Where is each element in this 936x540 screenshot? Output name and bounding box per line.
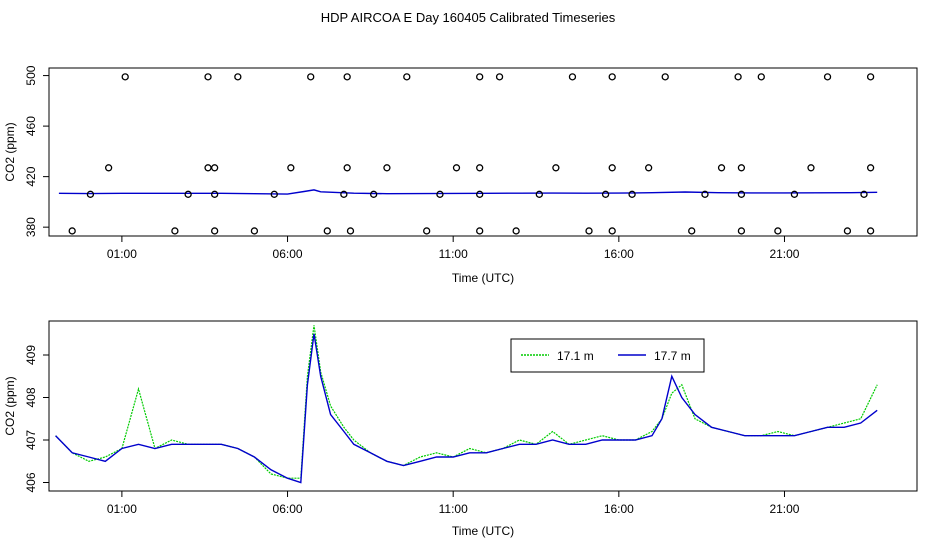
calibration-point [644,164,653,172]
calibration-point [403,73,411,81]
y-tick-label: 409 [24,345,38,365]
calibration-point [323,227,331,235]
calibration-point [68,227,76,235]
calibration-point [512,227,520,235]
calibration-point [104,164,113,172]
calibration-point [307,73,315,81]
calibration-point [343,164,351,172]
calibration-point [843,227,852,235]
x-tick-label: 06:00 [273,247,303,261]
calibration-point [535,190,543,198]
calibration-point [585,227,593,235]
y-tick-label: 420 [24,166,38,186]
calibration-point [204,73,212,81]
y-tick-label: 500 [24,65,38,85]
legend-label: 17.1 m [557,349,594,363]
calibration-point [552,164,560,172]
calibration-point [383,164,391,172]
plot-frame [48,67,918,237]
calibration-point [737,164,746,172]
x-axis-label: Time (UTC) [452,524,514,538]
calibration-point [495,73,504,81]
calibration-point [210,227,219,235]
calibration-point [452,164,461,172]
plot-frame [48,320,918,492]
calibration-point [866,73,875,81]
legend-label: 17.7 m [654,349,691,363]
x-tick-label: 21:00 [769,502,799,516]
y-tick-label: 406 [24,472,38,492]
y-tick-label: 460 [24,116,38,136]
calibration-point [250,227,259,235]
calibration-point [210,164,219,172]
calibration-point [204,164,212,172]
calibration-point [86,190,95,198]
y-axis-label: CO2 (ppm) [3,376,17,435]
calibration-point [476,227,484,235]
calibration-point [866,227,875,235]
calibration-point [270,190,278,198]
x-tick-label: 16:00 [604,502,634,516]
calibration-point [601,190,610,198]
calibration-point [608,227,616,235]
calibration-point [184,190,192,198]
calibration-point [608,164,616,172]
calibration-point [210,190,219,198]
calibration-point [866,164,875,172]
x-tick-label: 06:00 [273,502,303,516]
panel-bottom: 01:00 06:00 11:00 16:00 21:00 406 407 408 409 Tim… [3,320,918,538]
calibration-point [608,73,616,81]
calibration-point [476,73,484,81]
x-tick-label: 11:00 [439,247,468,261]
calibration-point [287,164,295,172]
calibration-point [423,227,431,235]
y-tick-label: 408 [24,387,38,407]
calibration-point [234,73,242,81]
calibration-point [340,190,348,198]
calibration-point [121,73,129,81]
chart-title: HDP AIRCOA E Day 160405 Calibrated Times… [321,10,616,25]
calibration-point [737,227,746,235]
calibration-point [774,227,782,235]
calibration-point [661,73,669,81]
calibration-point [734,73,742,81]
calibration-point [476,164,484,172]
y-tick-label: 407 [24,430,38,450]
calibration-point [568,73,577,81]
x-tick-label: 21:00 [769,247,799,261]
x-tick-label: 11:00 [439,502,468,516]
calibration-point [737,190,746,198]
calibration-point [171,227,179,235]
calibration-point [436,190,444,198]
calibration-point [823,73,832,81]
series-line-17-1 [55,325,878,479]
calibration-point [717,164,726,172]
y-axis-label: CO2 (ppm) [3,122,17,181]
x-tick-label: 01:00 [107,247,137,261]
calibration-point [688,227,696,235]
x-axis-label: Time (UTC) [452,271,514,285]
calibration-point [807,164,815,172]
calibration-point [701,190,709,198]
panel-top: 01:00 06:00 11:00 16:00 21:00 380 420 460 500 Tim… [3,65,918,285]
x-tick-label: 16:00 [604,247,634,261]
calibration-point [346,227,355,235]
calibration-point [476,190,484,198]
calibration-point [370,190,378,198]
calibration-point [860,190,868,198]
calibration-point [790,190,799,198]
y-tick-label: 380 [24,217,38,237]
calibration-point [757,73,765,81]
x-tick-label: 01:00 [107,502,137,516]
series-line-17-7 [55,333,878,484]
calibration-point [628,190,636,198]
calibration-point [343,73,351,81]
co2-line [58,189,878,195]
